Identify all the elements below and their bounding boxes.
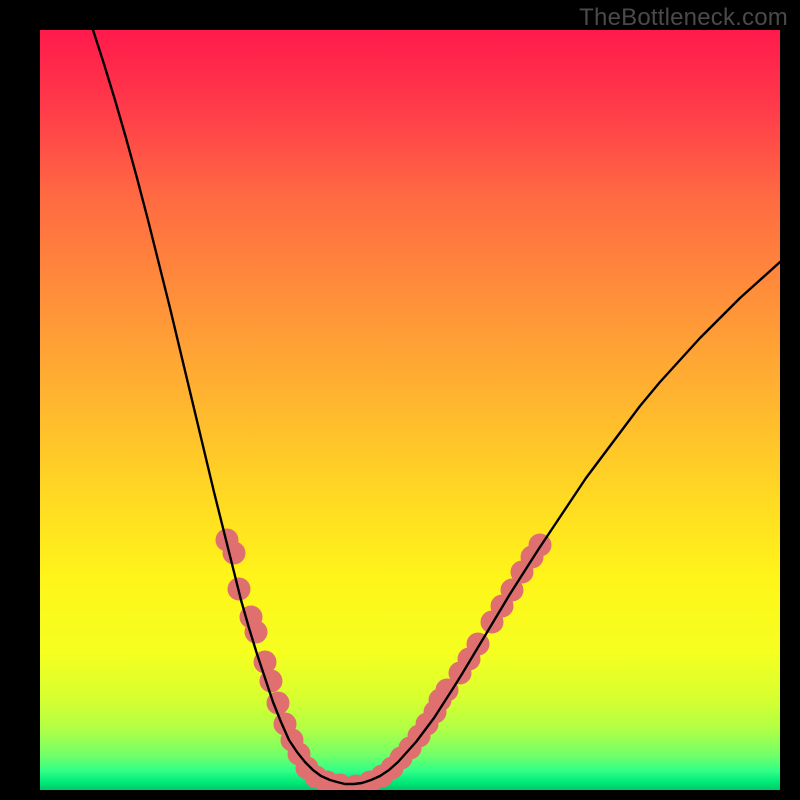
- chart-stage: TheBottleneck.com: [0, 0, 800, 800]
- chart-svg: [0, 0, 800, 800]
- plot-area: [40, 30, 780, 790]
